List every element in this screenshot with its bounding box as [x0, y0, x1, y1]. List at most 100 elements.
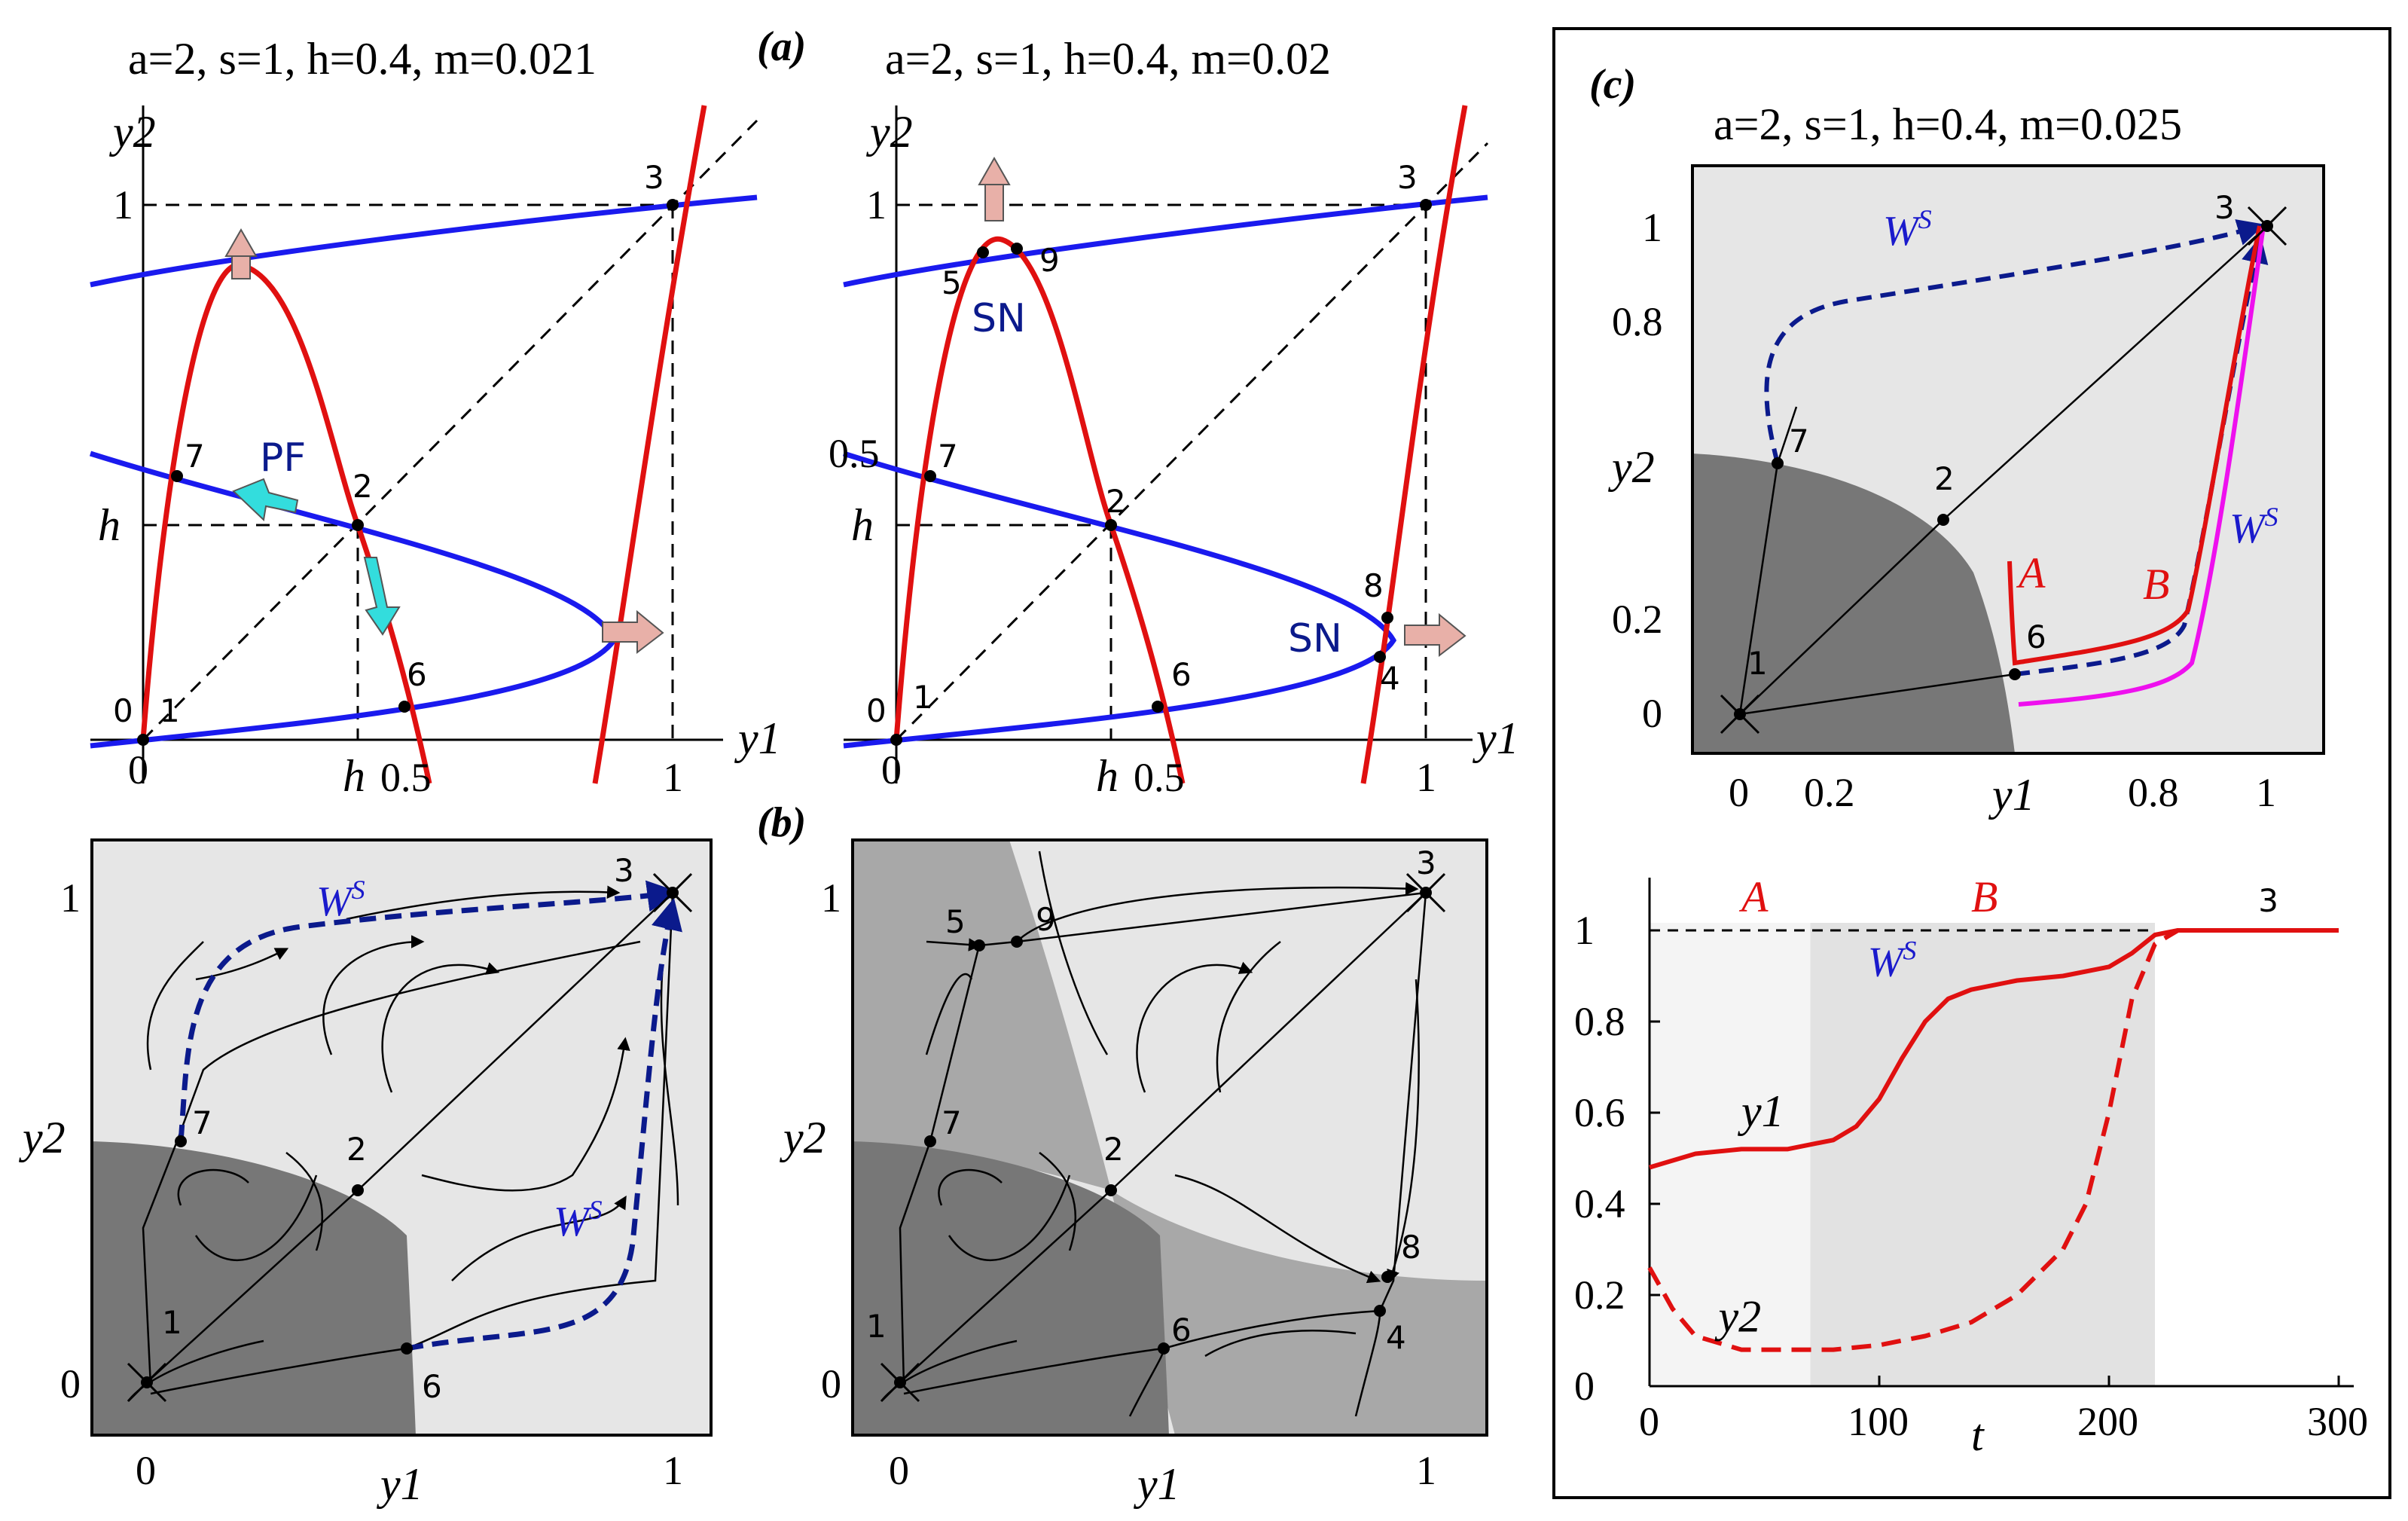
- cyan-arrow-left-icon: [232, 478, 299, 522]
- b-mid-point-5: 5: [945, 903, 966, 940]
- ts-xtick-label: 100: [1848, 1399, 1909, 1444]
- region-label-3: 3: [2258, 882, 2278, 919]
- panel-b-middle: 1 7 2 3 6 5 9 8 4 y2 y1 1 0 0 1: [779, 838, 1488, 1509]
- a-left-y2-label: y2: [108, 107, 156, 157]
- b-mid-point-4: 4: [1386, 1319, 1406, 1356]
- c-point-1: 1: [1747, 645, 1768, 682]
- a-mid-point-8: 8: [1363, 567, 1384, 604]
- c-label-B: B: [2143, 560, 2169, 609]
- a-left-tick-x1: 1: [663, 755, 683, 800]
- series-y2: [1647, 928, 2339, 1352]
- c-y2-label: y2: [1607, 442, 1655, 492]
- panel-a-label: (a): [757, 23, 806, 70]
- c-tick-x02: 0.2: [1804, 770, 1855, 815]
- b-mid-tick-x1: 1: [1416, 1448, 1436, 1493]
- a-left-y1-label: y1: [734, 713, 781, 763]
- panel-a-middle: y2 y1 SN SN 0 1 7 2 3 6 5 9 8 4 h 0: [829, 105, 1519, 801]
- b-left-y1-label: y1: [376, 1459, 423, 1509]
- sn-label-top: SN: [972, 296, 1026, 341]
- pink-arrow-right-icon: [1404, 612, 1466, 658]
- sn-label-bottom: SN: [1288, 616, 1342, 661]
- panel-c-top: 1 7 2 3 6 A B WS WS y2 y1 1 0.8 0.2 0 0 …: [1607, 164, 2325, 820]
- ts-ytick-label: 0.6: [1574, 1090, 1625, 1135]
- left-title: a=2, s=1, h=0.4, m=0.021: [128, 34, 597, 84]
- cyan-arrow-down-icon: [363, 557, 401, 636]
- c-tick-y08: 0.8: [1612, 299, 1663, 344]
- a-mid-tick-x0: 0: [881, 747, 902, 793]
- b-mid-tick-y1: 1: [821, 875, 841, 921]
- a-mid-y2-label: y2: [865, 107, 913, 157]
- b-left-point-1: 1: [162, 1304, 182, 1341]
- b-mid-tick-y0: 0: [821, 1361, 841, 1406]
- b-left-ws-top: WS: [316, 875, 365, 925]
- panel-c-frame: [1552, 27, 2391, 1499]
- a-left-h-x: h: [343, 751, 365, 801]
- a-mid-tick-x1: 1: [1416, 755, 1436, 800]
- b-left-point-7: 7: [192, 1104, 212, 1141]
- ts-ytick-label: 1: [1574, 908, 1595, 953]
- b-mid-point-6: 6: [1171, 1312, 1192, 1348]
- a-mid-point-1: 1: [913, 679, 933, 716]
- a-left-point-0: 0: [113, 692, 133, 729]
- ts-ytick-label: 0.8: [1574, 999, 1625, 1044]
- a-mid-h-x: h: [1096, 751, 1119, 801]
- region-3: [2155, 923, 2339, 1386]
- pink-arrow-up-icon: [224, 228, 258, 257]
- a-mid-h-y: h: [851, 500, 874, 550]
- ts-xtick-label: 0: [1639, 1399, 1659, 1444]
- a-mid-point-9: 9: [1039, 242, 1060, 279]
- c-tick-y0: 0: [1642, 691, 1662, 736]
- series-y1: [1649, 928, 2339, 1170]
- c-tick-x08: 0.8: [2128, 770, 2179, 815]
- panel-b-label: (b): [757, 799, 806, 846]
- region-A: [1650, 923, 1811, 1386]
- b-left-point-6: 6: [422, 1368, 442, 1405]
- a-left-tick-x0: 0: [128, 747, 148, 793]
- ts-ytick-label: 0: [1574, 1364, 1595, 1409]
- b-mid-y2-label: y2: [779, 1113, 826, 1162]
- a-left-h-y: h: [98, 500, 121, 550]
- b-left-point-2: 2: [346, 1131, 367, 1168]
- b-mid-point-9: 9: [1036, 901, 1056, 938]
- a-mid-point-6: 6: [1171, 656, 1192, 693]
- pink-arrow-up-icon: [978, 156, 1011, 185]
- panel-b-left: 1 7 2 3 6 WS WS y2 y1 1 0 0 1: [18, 838, 713, 1509]
- c-tick-y02: 0.2: [1612, 597, 1663, 642]
- c-point-6: 6: [2026, 618, 2046, 655]
- ts-ytick-label: 0.4: [1574, 1181, 1625, 1226]
- b-mid-point-7: 7: [942, 1104, 962, 1141]
- panel-a-left: y2 y1 PF 0 1 7 2 3 6 h 1 0: [89, 105, 781, 801]
- panel-c-label: (c): [1589, 61, 1636, 108]
- c-tick-x0: 0: [1729, 770, 1749, 815]
- c-point-3: 3: [2214, 189, 2235, 226]
- b-mid-point-3: 3: [1416, 844, 1436, 881]
- a-left-point-1: 1: [160, 692, 180, 729]
- a-left-tick-y1: 1: [113, 182, 133, 228]
- region-label-A: A: [1738, 872, 1769, 921]
- ts-ytick-label: 0.2: [1574, 1272, 1625, 1318]
- ts-ws-annotation: WS: [1868, 936, 1917, 986]
- a-mid-y1-label: y1: [1472, 713, 1519, 763]
- b-left-tick-y0: 0: [60, 1361, 81, 1406]
- b-left-tick-y1: 1: [60, 875, 81, 921]
- a-mid-point-7: 7: [938, 438, 958, 475]
- b-mid-point-2: 2: [1103, 1131, 1124, 1168]
- series-label-y1: y1: [1737, 1086, 1784, 1136]
- b-left-tick-x0: 0: [136, 1448, 156, 1493]
- region-label-B: B: [1971, 872, 1998, 921]
- panel-c-timeseries: 0 0.2 0.4 0.6 0.8 1 0 100 200 300 y1 y2 A B 3 WS t: [1574, 872, 2368, 1460]
- a-mid-point-3: 3: [1397, 159, 1418, 196]
- pf-label: PF: [260, 435, 306, 481]
- c-ws-right: WS: [2229, 502, 2278, 552]
- a-left-point-6: 6: [407, 656, 427, 693]
- ts-t-label: t: [1971, 1410, 1985, 1460]
- a-mid-point-0: 0: [866, 692, 887, 729]
- c-tick-y1: 1: [1642, 205, 1662, 250]
- b-mid-y1-label: y1: [1133, 1459, 1180, 1509]
- c-label-A: A: [2016, 548, 2046, 597]
- b-left-y2-label: y2: [18, 1113, 66, 1162]
- b-left-point-3: 3: [614, 852, 634, 889]
- a-left-point-2: 2: [353, 468, 373, 505]
- b-mid-point-8: 8: [1401, 1229, 1421, 1266]
